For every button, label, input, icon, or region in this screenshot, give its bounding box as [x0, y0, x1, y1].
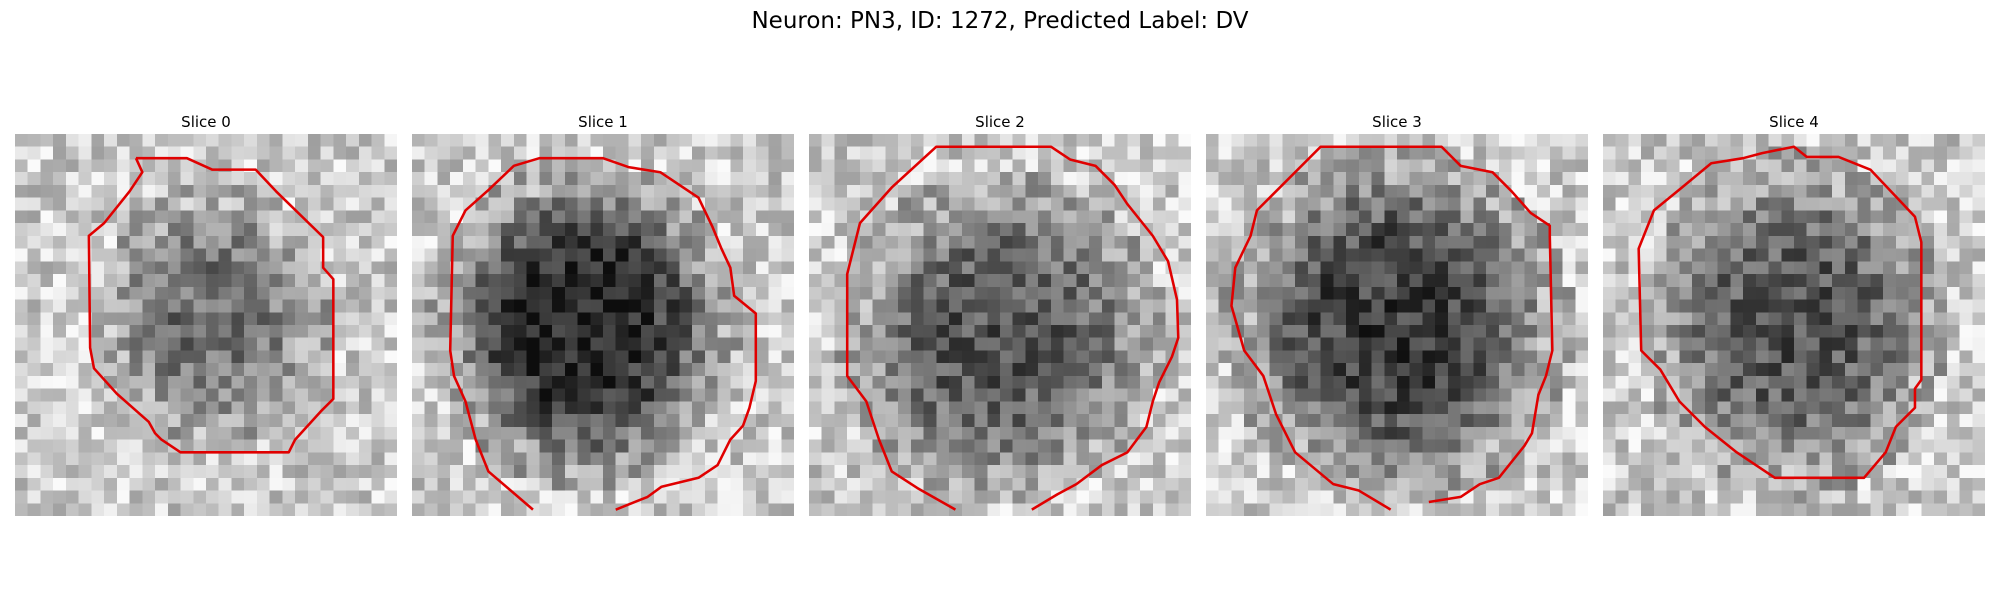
pixel-grid — [809, 134, 1191, 516]
slice-image-2 — [809, 134, 1191, 516]
pixel-grid — [1206, 134, 1588, 516]
slice-panel-0: Slice 0 — [15, 110, 397, 516]
slice-title-2: Slice 2 — [975, 113, 1025, 131]
slice-image-4 — [1603, 134, 1985, 516]
figure-title: Neuron: PN3, ID: 1272, Predicted Label: … — [751, 8, 1249, 34]
slice-title-4: Slice 4 — [1769, 113, 1819, 131]
pixel-grid — [412, 134, 794, 516]
segmentation-contour — [87, 156, 335, 454]
pixel-grid — [15, 134, 397, 516]
slice-panel-4: Slice 4 — [1603, 110, 1985, 516]
segmentation-contour — [1230, 145, 1554, 511]
segmentation-contour — [1637, 145, 1923, 480]
slice-image-1 — [412, 134, 794, 516]
slice-image-0 — [15, 134, 397, 516]
pixel-grid — [1603, 134, 1985, 516]
slice-title-0: Slice 0 — [181, 113, 231, 131]
slice-panel-3: Slice 3 — [1206, 110, 1588, 516]
slice-title-1: Slice 1 — [578, 113, 628, 131]
slice-image-3 — [1206, 134, 1588, 516]
slice-panel-2: Slice 2 — [809, 110, 1191, 516]
segmentation-contour — [845, 145, 1180, 511]
segmentation-contour — [448, 156, 758, 511]
slice-title-3: Slice 3 — [1372, 113, 1422, 131]
slice-panel-1: Slice 1 — [412, 110, 794, 516]
